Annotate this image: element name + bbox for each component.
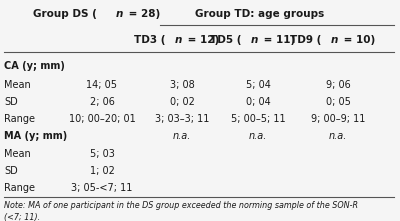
Text: 0; 05: 0; 05: [326, 97, 350, 107]
Text: 9; 00–9; 11: 9; 00–9; 11: [311, 114, 365, 124]
Text: 1; 02: 1; 02: [90, 166, 114, 176]
Text: TD5 (: TD5 (: [210, 35, 242, 45]
Text: TD9 (: TD9 (: [290, 35, 322, 45]
Text: TD3 (: TD3 (: [134, 35, 166, 45]
Text: n: n: [331, 35, 338, 45]
Text: 3; 03–3; 11: 3; 03–3; 11: [155, 114, 209, 124]
Text: (<7; 11).: (<7; 11).: [4, 213, 40, 221]
Text: Group DS (: Group DS (: [33, 9, 97, 19]
Text: Range: Range: [4, 114, 35, 124]
Text: 0; 04: 0; 04: [246, 97, 270, 107]
Text: 3; 05-<7; 11: 3; 05-<7; 11: [71, 183, 133, 193]
Text: Group TD: age groups: Group TD: age groups: [195, 9, 325, 19]
Text: SD: SD: [4, 166, 18, 176]
Text: n.a.: n.a.: [249, 131, 267, 141]
Text: 5; 00–5; 11: 5; 00–5; 11: [231, 114, 285, 124]
Text: SD: SD: [4, 97, 18, 107]
Text: 2; 06: 2; 06: [90, 97, 114, 107]
Text: n: n: [251, 35, 258, 45]
Text: n: n: [116, 9, 123, 19]
Text: Note: MA of one participant in the DS group exceeded the norming sample of the S: Note: MA of one participant in the DS gr…: [4, 201, 358, 210]
Text: 5; 04: 5; 04: [246, 80, 270, 90]
Text: Mean: Mean: [4, 80, 31, 90]
Text: 10; 00–20; 01: 10; 00–20; 01: [69, 114, 135, 124]
Text: Mean: Mean: [4, 149, 31, 159]
Text: 9; 06: 9; 06: [326, 80, 350, 90]
Text: Range: Range: [4, 183, 35, 193]
Text: n.a.: n.a.: [329, 131, 347, 141]
Text: CA (y; mm): CA (y; mm): [4, 61, 65, 71]
Text: 3; 08: 3; 08: [170, 80, 194, 90]
Text: MA (y; mm): MA (y; mm): [4, 131, 67, 141]
Text: 14; 05: 14; 05: [86, 80, 118, 90]
Text: = 28): = 28): [125, 9, 160, 19]
Text: 0; 02: 0; 02: [170, 97, 194, 107]
Text: n.a.: n.a.: [173, 131, 191, 141]
Text: 5; 03: 5; 03: [90, 149, 114, 159]
Text: = 11): = 11): [260, 35, 296, 45]
Text: n: n: [175, 35, 182, 45]
Text: = 12): = 12): [184, 35, 220, 45]
Text: = 10): = 10): [340, 35, 376, 45]
